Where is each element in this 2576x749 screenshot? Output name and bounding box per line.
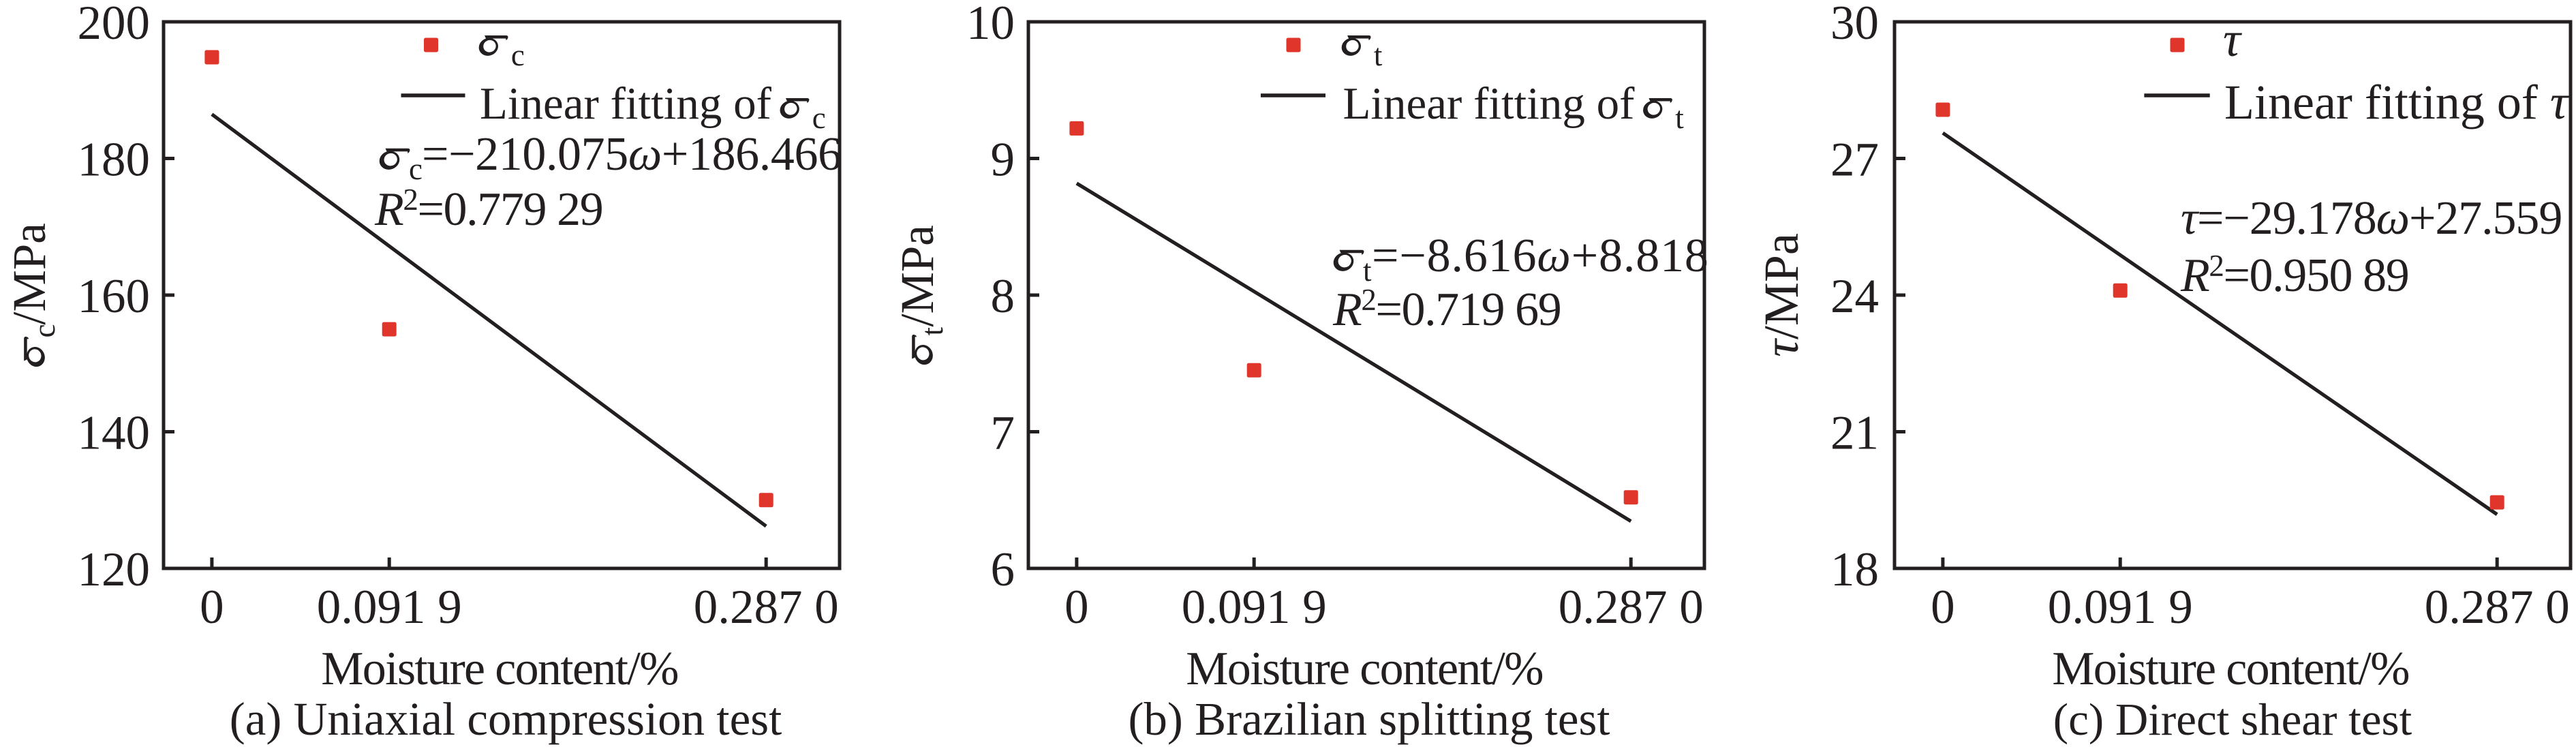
- svg-text:30: 30: [1830, 0, 1879, 50]
- svg-text:t: t: [1675, 101, 1684, 135]
- svg-text:0: 0: [1064, 581, 1089, 634]
- svg-text:R2​=0.779 29: R2​=0.779 29: [374, 183, 602, 236]
- svg-text:Moisture content/%: Moisture content/%: [321, 643, 677, 695]
- svg-text:9: 9: [991, 134, 1015, 187]
- svg-text:6: 6: [991, 543, 1015, 596]
- svg-text:0.091 9: 0.091 9: [317, 581, 462, 634]
- svg-text:10: 10: [966, 0, 1015, 50]
- svg-text:c: c: [409, 152, 423, 186]
- svg-text:0: 0: [1931, 581, 1955, 634]
- svg-text:c: c: [511, 38, 525, 72]
- svg-text:(a) Uniaxial compression test: (a) Uniaxial compression test: [230, 693, 782, 745]
- svg-text:8: 8: [991, 270, 1015, 323]
- svg-text:(c) Direct shear test: (c) Direct shear test: [2053, 694, 2412, 745]
- svg-text:Linear fitting of τ: Linear fitting of τ: [2224, 75, 2569, 129]
- svg-text:21: 21: [1830, 407, 1879, 460]
- svg-text:t: t: [915, 326, 949, 335]
- svg-text:0.091 9: 0.091 9: [1182, 581, 1327, 634]
- svg-text:/MPa: /MPa: [891, 225, 943, 327]
- svg-text:Linear fitting of: Linear fitting of: [480, 78, 772, 129]
- svg-text:0: 0: [200, 581, 224, 634]
- svg-text:Moisture content/%: Moisture content/%: [1186, 643, 1542, 695]
- svg-text:t: t: [1374, 38, 1383, 72]
- svg-text:τ/MPa: τ/MPa: [1754, 233, 1809, 357]
- svg-text:Linear fitting of: Linear fitting of: [1343, 78, 1636, 129]
- svg-text:180: 180: [78, 134, 151, 187]
- svg-text:0.287 0: 0.287 0: [694, 581, 839, 634]
- svg-text:t: t: [1363, 254, 1372, 288]
- svg-text:160: 160: [78, 270, 151, 323]
- svg-text:τ: τ: [2223, 12, 2242, 67]
- svg-text:27: 27: [1830, 134, 1879, 187]
- svg-text:120: 120: [78, 543, 151, 596]
- svg-text:τ=−29.178ω+27.559: τ=−29.178ω+27.559: [2181, 192, 2562, 245]
- svg-text:0.287 0: 0.287 0: [2425, 581, 2570, 634]
- svg-text:7: 7: [991, 407, 1015, 460]
- svg-text:140: 140: [78, 407, 151, 460]
- svg-text:R2​=0.719 69: R2​=0.719 69: [1332, 283, 1561, 336]
- svg-text:0.287 0: 0.287 0: [1559, 581, 1704, 634]
- svg-text:24: 24: [1830, 270, 1879, 323]
- svg-text:c: c: [27, 324, 61, 337]
- svg-text:(b) Brazilian splitting test: (b) Brazilian splitting test: [1128, 693, 1610, 745]
- svg-text:R2​=0.950 89: R2​=0.950 89: [2180, 249, 2408, 302]
- svg-text:/MPa: /MPa: [3, 223, 55, 325]
- svg-text:18: 18: [1830, 543, 1879, 596]
- svg-text:=−8.616ω+8.818: =−8.616ω+8.818: [1372, 230, 1709, 282]
- svg-text:0.091 9: 0.091 9: [2048, 581, 2193, 634]
- svg-text:=−210.075ω+186.466: =−210.075ω+186.466: [422, 128, 842, 181]
- svg-text:c: c: [812, 101, 826, 135]
- svg-text:Moisture content/%: Moisture content/%: [2052, 643, 2408, 695]
- svg-text:200: 200: [78, 0, 151, 50]
